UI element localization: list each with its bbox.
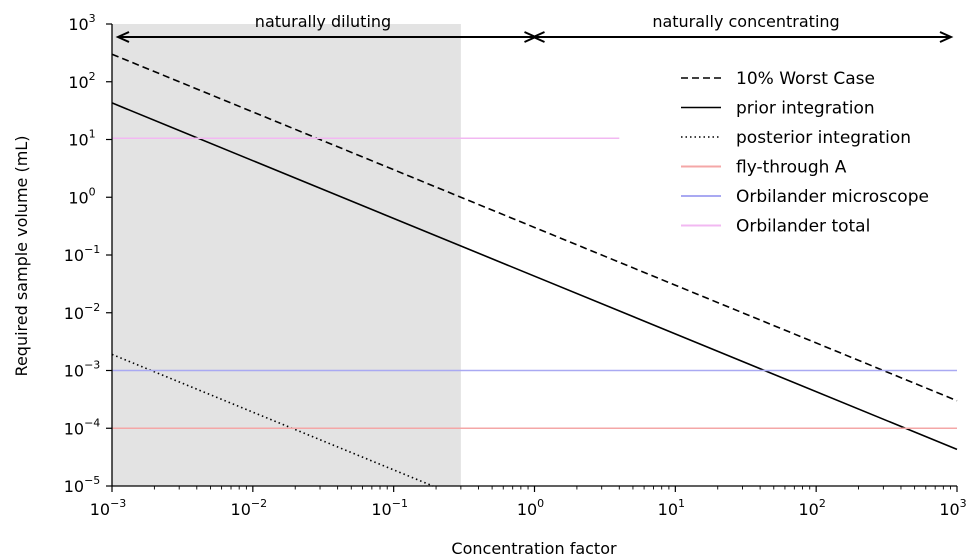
y-tick-label: 10−4: [64, 416, 101, 438]
x-tick-label: 100: [517, 497, 544, 519]
tick-layer: 10−3 10−2 10−1 100 101 102 103 10−5 10−4 10−3 10−2…: [64, 12, 967, 519]
x-tick-label: 10−1: [371, 497, 408, 519]
y-tick-label: 10−3: [64, 359, 101, 381]
legend-label-10-worst-case: 10% Worst Case: [736, 69, 875, 89]
x-axis-label: Concentration factor: [451, 539, 617, 558]
series-line-10-worst-case: [111, 53, 958, 402]
y-tick-label: 10−2: [64, 301, 101, 323]
x-tick-label: 103: [939, 497, 966, 519]
region-annotation-layer: naturally diluting naturally concentratin…: [115, 12, 954, 43]
y-tick-label: 10−5: [64, 474, 101, 496]
legend-label-prior-integration: prior integration: [736, 99, 875, 119]
x-tick-label: 10−2: [231, 497, 268, 519]
legend-label-orbilander-total: Orbilander total: [736, 217, 870, 237]
legend-label-orbilander-microscope: Orbilander microscope: [736, 187, 929, 207]
x-tick-label: 102: [798, 497, 825, 519]
series-line-posterior-integration: [111, 353, 434, 487]
shaded-region-layer: [112, 24, 461, 486]
x-tick-label: 10−3: [90, 497, 127, 519]
region-arrow-head-left: [115, 31, 130, 43]
series-line-prior-integration: [111, 102, 958, 451]
region-arrow-head-right: [939, 31, 954, 43]
y-axis-label: Required sample volume (mL): [12, 136, 31, 377]
legend-label-posterior-integration: posterior integration: [736, 128, 911, 148]
y-tick-label: 103: [68, 12, 95, 34]
region-label-diluting: naturally diluting: [255, 12, 391, 31]
x-tick-label: 101: [658, 497, 685, 519]
region-arrow-head-mid-left: [531, 31, 545, 43]
region-label-concentrating: naturally concentrating: [652, 12, 839, 31]
shaded-diluting-region: [112, 24, 461, 486]
y-tick-label: 102: [68, 70, 95, 92]
series-layer: [111, 53, 958, 487]
legend-label-fly-through-a: fly-through A: [736, 158, 847, 178]
y-tick-label: 10−1: [64, 243, 101, 265]
legend: 10% Worst Case prior integration posterior…: [681, 69, 929, 237]
y-tick-label: 100: [68, 185, 95, 207]
y-tick-label: 101: [68, 128, 95, 150]
